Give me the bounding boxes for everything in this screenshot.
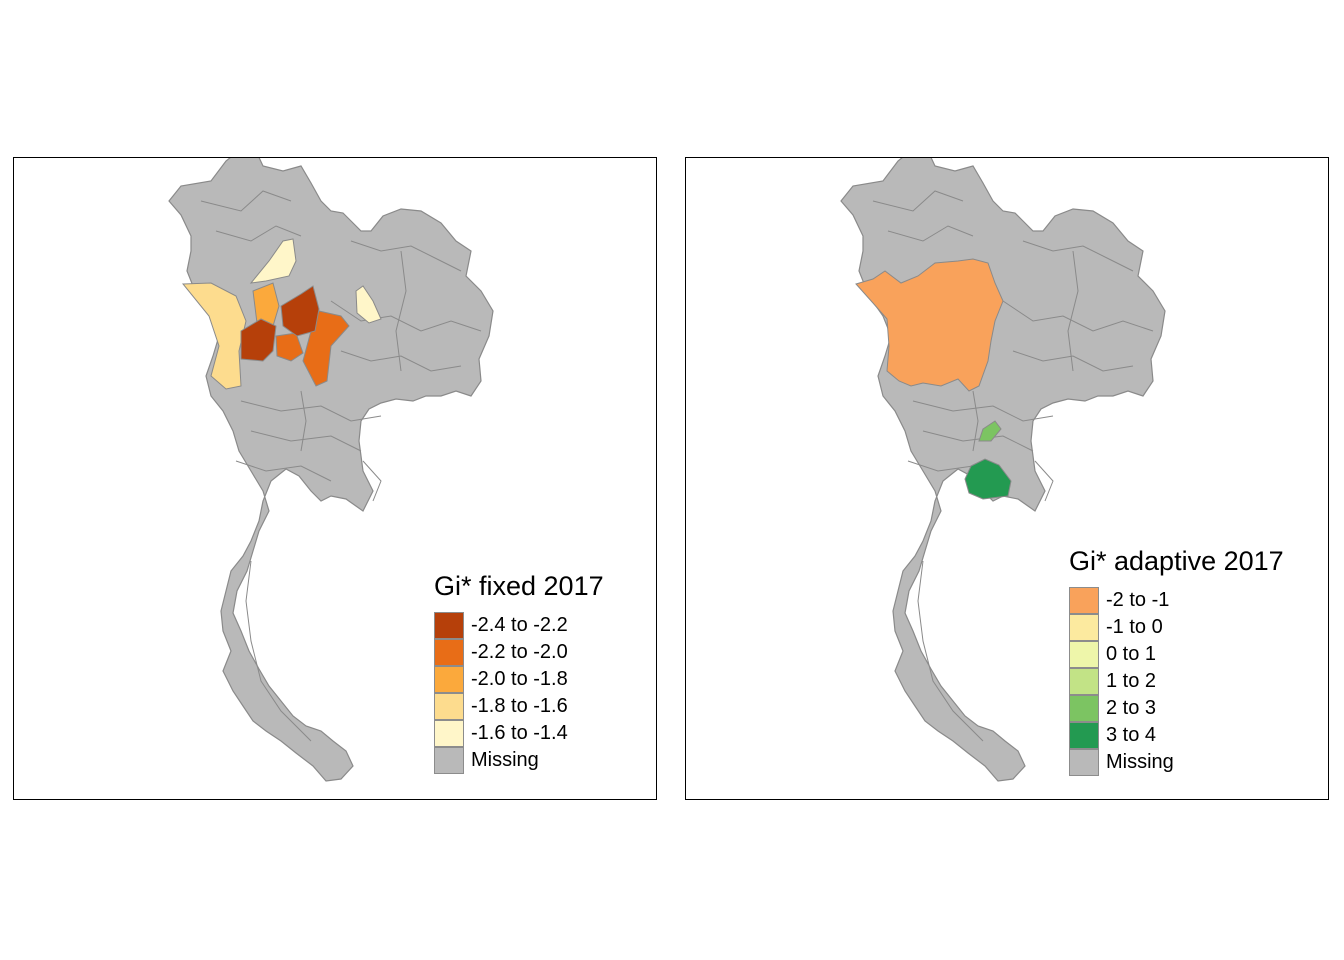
- district-fill-cat3: [252, 282, 280, 327]
- legend-swatch: [1069, 695, 1099, 722]
- legend-row: -2.4 to -2.2: [434, 612, 604, 639]
- district-fill-cat6: [964, 458, 1012, 500]
- legend-swatch: [1069, 614, 1099, 641]
- region-missing: [168, 158, 494, 782]
- legend-label: -2.0 to -1.8: [471, 668, 568, 690]
- legend-swatch: [1069, 587, 1099, 614]
- legend-swatch: [434, 666, 464, 693]
- legend-items: -2 to -1 -1 to 0 0 to 1 1 to 2 2 to 3 3 to 4 M…: [1069, 587, 1284, 776]
- legend-label: -2.2 to -2.0: [471, 641, 568, 663]
- legend-row: -1 to 0: [1069, 614, 1284, 641]
- legend-adaptive: Gi* adaptive 2017 -2 to -1 -1 to 0 0 to 1 1…: [1069, 548, 1284, 776]
- legend-row: 2 to 3: [1069, 695, 1284, 722]
- highlighted-districts: [855, 258, 1012, 500]
- district-fill-cat5: [249, 238, 297, 284]
- interior-borders: [872, 190, 1154, 742]
- thailand-map-fixed: [168, 158, 494, 782]
- legend-swatch: [434, 747, 464, 774]
- district-fill-cat1: [240, 318, 277, 362]
- map-panel-adaptive: Gi* adaptive 2017 -2 to -1 -1 to 0 0 to 1 1…: [685, 157, 1329, 800]
- legend-swatch: [1069, 668, 1099, 695]
- country-shape: [168, 158, 494, 782]
- legend-title: Gi* adaptive 2017: [1069, 546, 1284, 576]
- legend-row: Missing: [1069, 749, 1284, 776]
- highlighted-districts: [181, 238, 382, 390]
- legend-label: 0 to 1: [1106, 643, 1157, 665]
- legend-row: -2 to -1: [1069, 587, 1284, 614]
- district-fill-cat4: [181, 282, 247, 390]
- legend-label: -1.6 to -1.4: [471, 722, 568, 744]
- legend-row: -2.0 to -1.8: [434, 666, 604, 693]
- legend-label: 2 to 3: [1106, 697, 1157, 719]
- legend-row: -2.2 to -2.0: [434, 639, 604, 666]
- legend-swatch: [1069, 641, 1099, 668]
- interior-borders: [200, 190, 482, 742]
- legend-label: 3 to 4: [1106, 724, 1157, 746]
- legend-fixed: Gi* fixed 2017 -2.4 to -2.2 -2.2 to -2.0-…: [434, 573, 604, 774]
- legend-label: -2.4 to -2.2: [471, 614, 568, 636]
- district-fill-cat1: [280, 285, 320, 337]
- legend-swatch: [1069, 722, 1099, 749]
- legend-swatch: [434, 720, 464, 747]
- legend-row: 0 to 1: [1069, 641, 1284, 668]
- map-panel-fixed: Gi* fixed 2017 -2.4 to -2.2 -2.2 to -2.0-…: [13, 157, 657, 800]
- legend-row: -1.6 to -1.4: [434, 720, 604, 747]
- legend-row: -1.8 to -1.6: [434, 693, 604, 720]
- legend-label: -2 to -1: [1106, 589, 1170, 611]
- legend-label: -1 to 0: [1106, 616, 1163, 638]
- legend-title: Gi* fixed 2017: [434, 571, 604, 601]
- legend-swatch: [434, 693, 464, 720]
- district-fill-cat5: [355, 285, 382, 324]
- legend-label: Missing: [471, 749, 539, 771]
- district-fill-cat1: [855, 258, 1004, 392]
- legend-swatch: [434, 612, 464, 639]
- legend-label: 1 to 2: [1106, 670, 1157, 692]
- thailand-map-adaptive: [840, 158, 1166, 782]
- district-fill-cat5: [978, 420, 1002, 442]
- legend-row: 1 to 2: [1069, 668, 1284, 695]
- legend-swatch: [434, 639, 464, 666]
- legend-label: -1.8 to -1.6: [471, 695, 568, 717]
- legend-label: Missing: [1106, 751, 1174, 773]
- legend-row: Missing: [434, 747, 604, 774]
- legend-items: -2.4 to -2.2 -2.2 to -2.0 -2.0 to -1.8 -1.8…: [434, 612, 604, 774]
- legend-swatch: [1069, 749, 1099, 776]
- legend-row: 3 to 4: [1069, 722, 1284, 749]
